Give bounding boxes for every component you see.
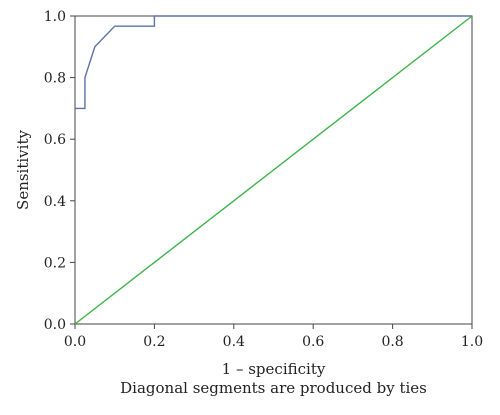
x-tick-label: 0.4 <box>223 334 245 350</box>
y-tick-label: 1.0 <box>44 9 66 25</box>
x-tick-label: 0.2 <box>143 334 165 350</box>
y-tick-label: 0.6 <box>44 132 66 148</box>
reference-diagonal-line <box>74 15 473 325</box>
y-tick-label: 0.8 <box>44 71 66 87</box>
x-tick-label: 0.8 <box>381 334 403 350</box>
y-axis-ticks: 0.0 0.2 0.4 0.6 0.8 1.0 <box>44 9 75 333</box>
x-axis-label: 1 – specificity <box>222 360 326 378</box>
x-axis-ticks: 0.0 0.2 0.4 0.6 0.8 1.0 <box>64 324 483 350</box>
x-tick-label: 0.0 <box>64 334 86 350</box>
y-axis-label: Sensitivity <box>14 130 32 210</box>
x-tick-label: 1.0 <box>461 334 483 350</box>
roc-curve-line <box>75 15 472 110</box>
chart-note: Diagonal segments are produced by ties <box>120 379 427 397</box>
y-tick-label: 0.2 <box>44 255 66 271</box>
x-tick-label: 0.6 <box>302 334 324 350</box>
series-layer <box>74 15 473 325</box>
y-tick-label: 0.0 <box>44 317 66 333</box>
y-tick-label: 0.4 <box>44 194 66 210</box>
